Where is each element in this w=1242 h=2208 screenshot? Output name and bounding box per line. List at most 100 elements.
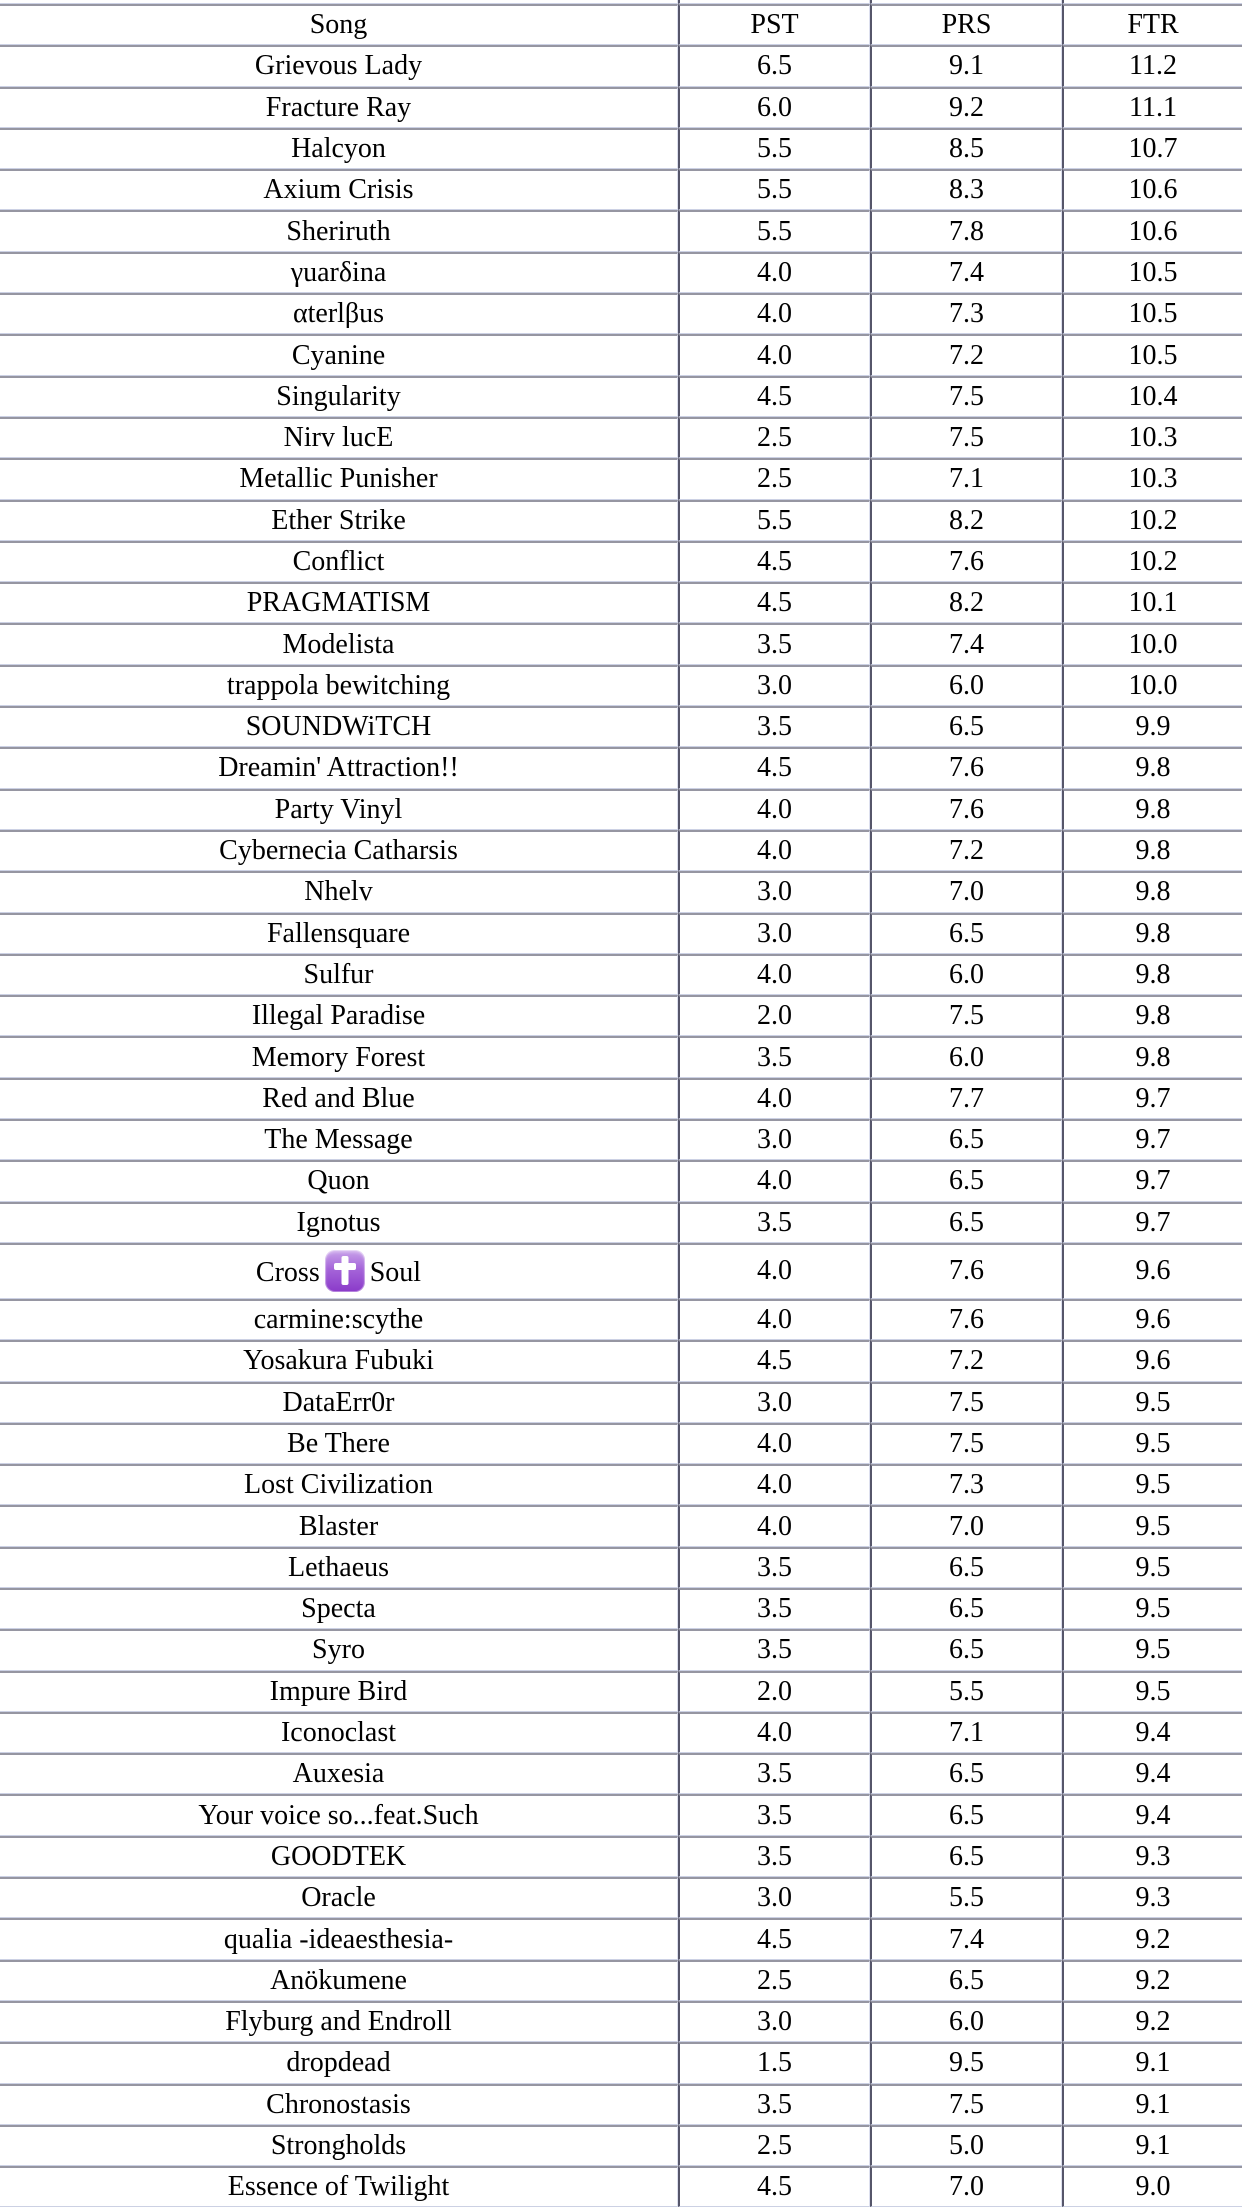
prs-cell: 7.6 xyxy=(870,788,1062,830)
ftr-cell: 11.2 xyxy=(1062,45,1242,87)
column-header-pst: PST xyxy=(678,4,870,46)
ftr-cell: 9.2 xyxy=(1062,2000,1242,2043)
pst-cell: 5.5 xyxy=(678,169,870,211)
ftr-cell: 9.5 xyxy=(1062,1587,1242,1630)
pst-cell: 2.0 xyxy=(678,1670,870,1712)
ftr-cell: 9.9 xyxy=(1062,706,1242,748)
prs-cell: 6.5 xyxy=(870,1959,1062,2001)
prs-cell: 7.5 xyxy=(870,995,1062,1037)
ftr-cell: 9.5 xyxy=(1062,1464,1242,1506)
pst-cell: 3.5 xyxy=(678,1587,870,1630)
table-row: GOODTEK 3.5 6.5 9.3 xyxy=(0,1835,1242,1878)
prs-cell: 8.2 xyxy=(870,582,1062,624)
song-cell: Specta xyxy=(0,1587,678,1630)
prs-cell: 6.0 xyxy=(870,2000,1062,2043)
song-cell: Anökumene xyxy=(0,1959,678,2001)
clipped-cell xyxy=(0,0,678,4)
song-cell: Be There xyxy=(0,1422,678,1465)
table-row: Anökumene 2.5 6.5 9.2 xyxy=(0,1959,1242,2001)
ftr-cell: 9.5 xyxy=(1062,1670,1242,1712)
prs-cell: 7.8 xyxy=(870,210,1062,252)
pst-cell: 4.0 xyxy=(678,1160,870,1202)
table-row: Grievous Lady 6.5 9.1 11.2 xyxy=(0,45,1242,87)
table-row: trappola bewitching 3.0 6.0 10.0 xyxy=(0,664,1242,707)
prs-cell: 8.5 xyxy=(870,127,1062,170)
prs-cell: 7.2 xyxy=(870,829,1062,872)
song-cell: Flyburg and Endroll xyxy=(0,2000,678,2043)
table-row: αterlβus 4.0 7.3 10.5 xyxy=(0,293,1242,335)
table-row: Specta 3.5 6.5 9.5 xyxy=(0,1587,1242,1630)
prs-cell: 6.0 xyxy=(870,1036,1062,1078)
ftr-cell: 10.5 xyxy=(1062,293,1242,335)
pst-cell: 4.0 xyxy=(678,1464,870,1506)
ftr-cell: 9.8 xyxy=(1062,871,1242,913)
ftr-cell: 9.7 xyxy=(1062,1160,1242,1202)
table-row: Sheriruth 5.5 7.8 10.6 xyxy=(0,210,1242,252)
prs-cell: 7.4 xyxy=(870,623,1062,665)
song-cell: Fallensquare xyxy=(0,912,678,954)
prs-cell: 7.2 xyxy=(870,1340,1062,1382)
clipped-top-row xyxy=(0,0,1242,4)
song-cell: Conflict xyxy=(0,540,678,583)
pst-cell: 3.5 xyxy=(678,1546,870,1588)
prs-cell: 8.2 xyxy=(870,499,1062,541)
table-row: Ether Strike 5.5 8.2 10.2 xyxy=(0,499,1242,541)
pst-cell: 4.0 xyxy=(678,1505,870,1547)
table-row: Lethaeus 3.5 6.5 9.5 xyxy=(0,1546,1242,1588)
song-cell: Ignotus xyxy=(0,1201,678,1243)
ftr-cell: 10.0 xyxy=(1062,623,1242,665)
prs-cell: 6.5 xyxy=(870,706,1062,748)
ftr-cell: 9.5 xyxy=(1062,1546,1242,1588)
ftr-cell: 9.5 xyxy=(1062,1381,1242,1423)
pst-cell: 3.5 xyxy=(678,623,870,665)
song-cell: Illegal Paradise xyxy=(0,995,678,1037)
song-cell: Yosakura Fubuki xyxy=(0,1340,678,1382)
prs-cell: 7.5 xyxy=(870,416,1062,459)
prs-cell: 7.4 xyxy=(870,1918,1062,1960)
pst-cell: 4.0 xyxy=(678,1077,870,1120)
song-cell: PRAGMATISM xyxy=(0,582,678,624)
song-cell: Party Vinyl xyxy=(0,788,678,830)
song-cell: Impure Bird xyxy=(0,1670,678,1712)
pst-cell: 4.0 xyxy=(678,251,870,294)
ftr-cell: 11.1 xyxy=(1062,86,1242,128)
prs-cell: 6.5 xyxy=(870,1587,1062,1630)
table-row: Red and Blue 4.0 7.7 9.7 xyxy=(0,1077,1242,1120)
prs-cell: 7.6 xyxy=(870,1242,1062,1299)
header-row: Song PST PRS FTR xyxy=(0,4,1242,46)
prs-cell: 7.5 xyxy=(870,1422,1062,1465)
song-cell: carmine:scythe xyxy=(0,1298,678,1341)
ftr-cell: 10.1 xyxy=(1062,582,1242,624)
table-row: Metallic Punisher 2.5 7.1 10.3 xyxy=(0,458,1242,500)
prs-cell: 7.1 xyxy=(870,458,1062,500)
pst-cell: 5.5 xyxy=(678,210,870,252)
pst-cell: 4.0 xyxy=(678,334,870,376)
clipped-cell xyxy=(678,0,870,4)
pst-cell: 6.5 xyxy=(678,45,870,87)
ftr-cell: 9.7 xyxy=(1062,1077,1242,1120)
ftr-cell: 9.8 xyxy=(1062,995,1242,1037)
prs-cell: 6.5 xyxy=(870,1201,1062,1243)
ftr-cell: 9.4 xyxy=(1062,1711,1242,1754)
table-row: Lost Civilization 4.0 7.3 9.5 xyxy=(0,1464,1242,1506)
latin-cross-emoji xyxy=(324,1250,365,1293)
table-row: Yosakura Fubuki 4.5 7.2 9.6 xyxy=(0,1340,1242,1382)
table-row: Blaster 4.0 7.0 9.5 xyxy=(0,1505,1242,1547)
song-cell: Blaster xyxy=(0,1505,678,1547)
pst-cell: 2.5 xyxy=(678,1959,870,2001)
ftr-cell: 9.0 xyxy=(1062,2166,1242,2208)
prs-cell: 7.6 xyxy=(870,747,1062,789)
ftr-cell: 10.0 xyxy=(1062,664,1242,707)
ftr-cell: 9.1 xyxy=(1062,2083,1242,2125)
song-cell: Cyanine xyxy=(0,334,678,376)
song-cell: Fracture Ray xyxy=(0,86,678,128)
pst-cell: 3.5 xyxy=(678,2083,870,2125)
ftr-cell: 10.3 xyxy=(1062,416,1242,459)
table-row: Oracle 3.0 5.5 9.3 xyxy=(0,1877,1242,1919)
column-header-ftr: FTR xyxy=(1062,4,1242,46)
song-cell: Chronostasis xyxy=(0,2083,678,2125)
prs-cell: 5.5 xyxy=(870,1877,1062,1919)
prs-cell: 5.0 xyxy=(870,2124,1062,2167)
pst-cell: 5.5 xyxy=(678,499,870,541)
